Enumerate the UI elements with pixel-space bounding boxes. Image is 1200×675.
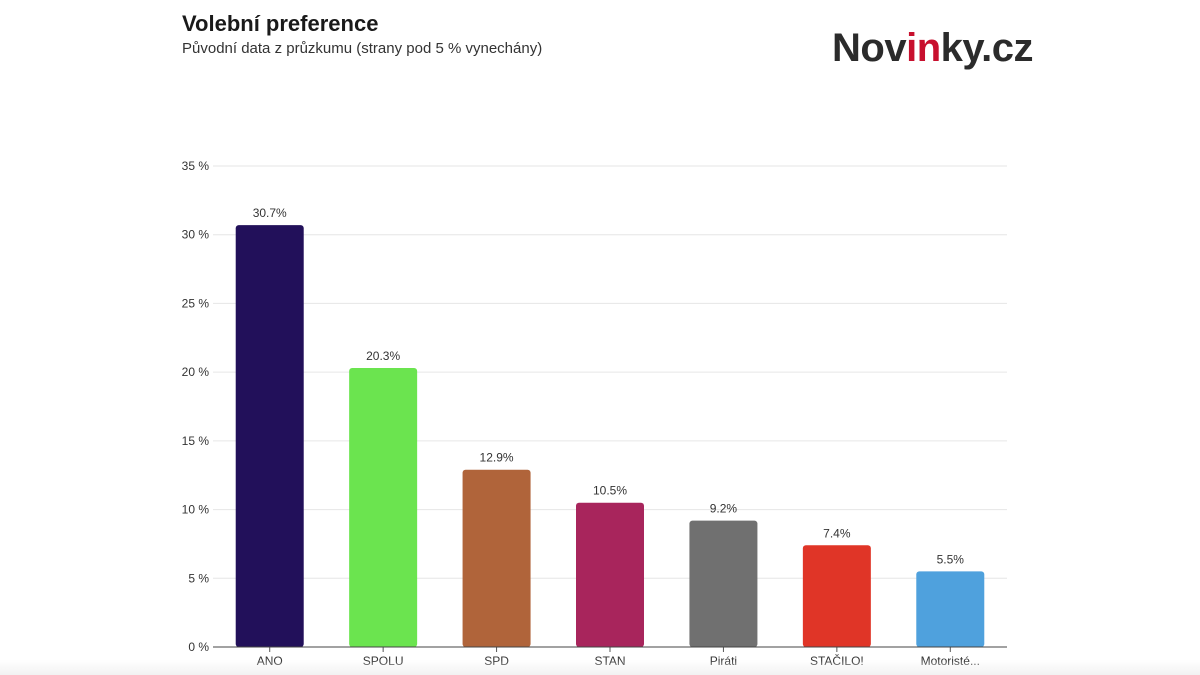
logo-text-part3: ky.cz <box>940 26 1034 70</box>
chart-subtitle: Původní data z průzkumu (strany pod 5 % … <box>182 40 543 57</box>
data-label: 10.5% <box>593 484 627 498</box>
y-tick-label: 15 % <box>182 434 210 448</box>
bar <box>576 502 644 647</box>
data-label: 9.2% <box>710 502 738 516</box>
data-label: 7.4% <box>823 526 851 540</box>
bar <box>802 545 871 647</box>
y-tick-label: 25 % <box>182 296 210 310</box>
bar <box>235 225 304 647</box>
y-tick-label: 5 % <box>188 571 209 585</box>
bottom-fade <box>0 660 1200 675</box>
bar <box>689 520 758 647</box>
data-label: 12.9% <box>480 451 514 465</box>
chart-title: Volební preference <box>182 11 379 36</box>
data-label: 5.5% <box>937 552 965 566</box>
chart-header: Volební preference Původní data z průzku… <box>182 10 542 59</box>
y-tick-label: 10 % <box>182 503 210 517</box>
y-tick-label: 0 % <box>188 640 209 654</box>
y-tick-label: 20 % <box>182 365 210 379</box>
bar <box>462 469 531 647</box>
y-tick-label: 30 % <box>182 228 210 242</box>
logo-text-accent: in <box>906 26 941 70</box>
data-label: 30.7% <box>253 206 287 220</box>
logo-text-part1: Nov <box>832 26 907 70</box>
novinky-logo[interactable]: Novinky.cz <box>832 24 1034 72</box>
bar <box>349 368 418 647</box>
y-tick-label: 35 % <box>182 159 210 173</box>
bar <box>916 571 985 647</box>
data-label: 20.3% <box>366 349 400 363</box>
